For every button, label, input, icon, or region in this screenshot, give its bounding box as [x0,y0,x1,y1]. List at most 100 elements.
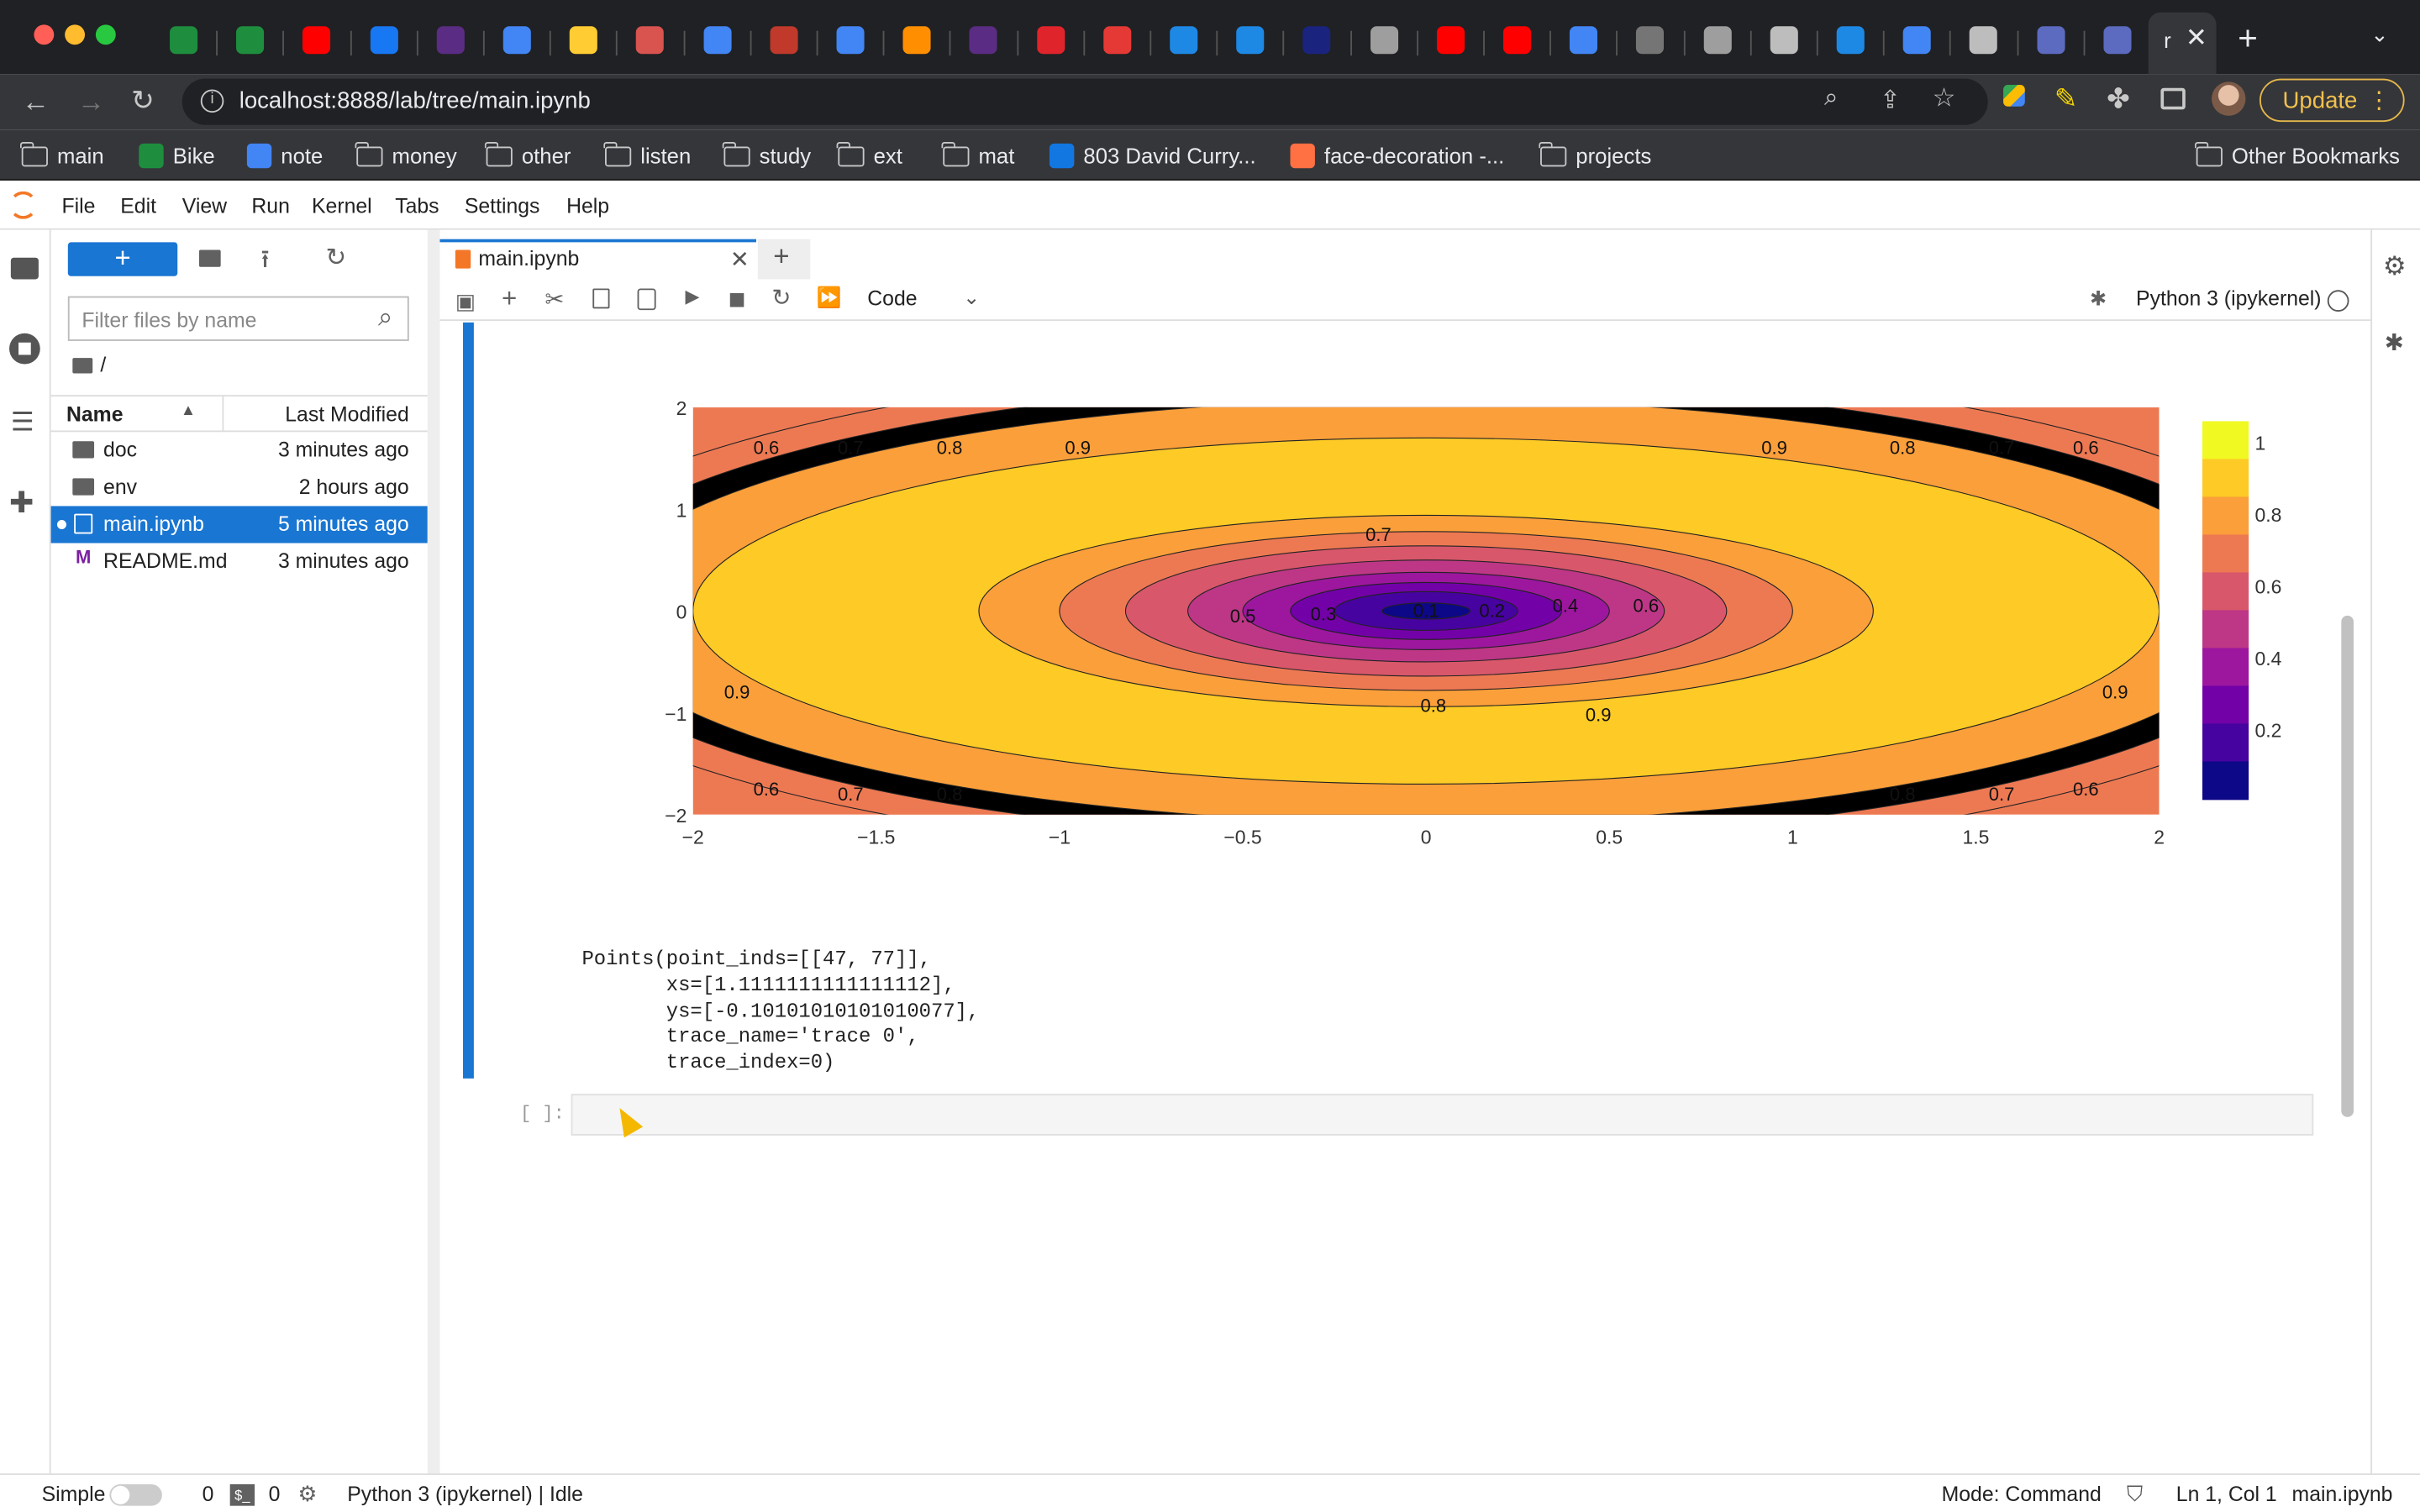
back-icon[interactable]: ← [21,86,50,118]
stack-favicon-icon[interactable] [770,26,798,55]
new-folder-icon[interactable] [198,249,221,267]
minimize-window-button[interactable] [65,24,86,45]
tab-search-chevron-icon[interactable]: ⌄ [2370,21,2389,47]
run-icon[interactable]: ▶ [685,285,700,307]
panel-splitter[interactable] [427,229,440,1474]
cell-type-select[interactable]: Code [867,286,918,311]
menu-edit[interactable]: Edit [120,194,156,218]
active-cell-indicator[interactable] [463,322,474,1079]
debugger-icon[interactable]: ✱ [2384,330,2404,357]
maximize-window-button[interactable] [95,24,116,45]
drive-extension-icon[interactable] [2003,85,2025,107]
upload-icon[interactable]: ⭱ [260,246,270,274]
google-favicon-icon[interactable] [1570,26,1598,55]
person-favicon-icon[interactable] [636,26,665,55]
save-icon[interactable]: ▣ [455,288,476,313]
menu-tabs[interactable]: Tabs [395,194,439,218]
forward-icon[interactable]: → [76,86,105,118]
custom-c-favicon-icon[interactable] [1102,26,1131,55]
kernel-name[interactable]: Python 3 (ipykernel) [2136,286,2322,311]
extension-manager-icon[interactable]: ✚ [9,487,34,520]
copy-icon[interactable] [592,288,610,309]
cursor-position[interactable]: Ln 1, Col 1 [2175,1483,2277,1506]
contour-plot[interactable]: 0.1 0.2 0.3 0.4 0.5 0.6 0.7 0.8 0.9 0.9 0.9 0.9 0.9 0… [656,384,2307,847]
tensorflow-favicon-icon[interactable] [902,26,931,55]
restart-icon[interactable]: ↻ [771,285,792,312]
two-favicon-icon[interactable] [1170,26,1198,55]
new-launcher-button[interactable]: + [67,242,178,276]
table-of-contents-icon[interactable]: ☰ [10,407,34,437]
globe-favicon-icon[interactable] [1770,26,1798,55]
filter-files-input[interactable]: Filter files by name ⌕ [67,296,409,341]
bookmark-7[interactable]: ext [837,141,902,170]
green-sheets-favicon-icon[interactable] [170,26,198,55]
zoom-icon[interactable]: ⌕ [1824,85,1839,112]
bookmark-5[interactable]: listen [603,141,691,170]
r-logo-favicon-icon[interactable] [436,26,465,55]
menu-view[interactable]: View [182,194,228,218]
facebook-favicon-icon[interactable] [370,26,398,55]
google-favicon-icon[interactable] [502,26,531,55]
globe-favicon-icon[interactable] [1970,26,1998,55]
refresh-icon[interactable]: ↻ [325,245,347,272]
x-logo-favicon-icon[interactable] [1302,26,1331,55]
youtube-favicon-icon[interactable] [1436,26,1465,55]
notebook-scrollbar[interactable] [2341,615,2354,1117]
last-modified-column-header[interactable]: Last Modified [285,402,409,426]
file-row-env[interactable]: env 2 hours ago [51,469,428,506]
menu-help[interactable]: Help [566,194,610,218]
menu-kernel[interactable]: Kernel [312,194,372,218]
notebook-tab[interactable]: main.ipynb ✕ [439,239,757,280]
add-cell-icon[interactable]: + [501,283,518,313]
bookmark-2[interactable]: note [246,142,323,170]
url-text[interactable]: localhost:8888/lab/tree/main.ipynb [239,87,591,114]
github-favicon-icon[interactable] [1703,26,1732,55]
share-icon[interactable]: ⇪ [1880,87,1901,114]
r-logo-favicon-icon[interactable] [970,26,998,55]
green-sheets-favicon-icon[interactable] [236,26,265,55]
side-panel-icon[interactable] [2160,87,2186,110]
stop-icon[interactable] [729,292,744,307]
file-browser-folder-icon[interactable] [10,257,39,280]
debugger-bug-icon[interactable]: ✱ [2089,286,2107,311]
address-bar[interactable]: i localhost:8888/lab/tree/main.ipynb ⌕ ⇪… [182,78,1988,125]
fr-favicon-icon[interactable] [1236,26,1265,55]
breadcrumb-folder-icon[interactable] [72,358,93,374]
chat-favicon-icon[interactable] [1836,26,1865,55]
huggingface-favicon-icon[interactable] [570,26,598,55]
chrome-favicon-icon[interactable] [1370,26,1398,55]
file-row-doc[interactable]: doc 3 minutes ago [51,432,428,469]
terminal-icon[interactable]: $_ [229,1483,255,1506]
bookmark-0[interactable]: main [20,141,104,170]
menu-settings[interactable]: Settings [464,194,540,218]
kernel-status[interactable]: Python 3 (ipykernel) | Idle [347,1483,583,1506]
paste-icon[interactable] [637,288,656,311]
close-notebook-tab-icon[interactable]: ✕ [729,246,750,274]
code-cell-input[interactable] [571,1094,2314,1136]
reload-icon[interactable]: ↻ [131,85,155,116]
other-bookmarks-folder[interactable]: Other Bookmarks [2195,141,2400,170]
active-browser-tab[interactable]: r ✕ [2148,12,2217,75]
file-row-main.ipynb[interactable]: main.ipynb 5 minutes ago [50,506,428,543]
close-window-button[interactable] [34,24,55,45]
name-column-header[interactable]: Name [66,402,124,426]
new-tab-button[interactable]: + [757,239,811,280]
bookmark-4[interactable]: other [485,141,571,170]
cut-icon[interactable]: ✂ [544,286,565,313]
chart-favicon-icon[interactable] [2036,26,2065,55]
bookmark-11[interactable]: projects [1539,141,1651,170]
highlighter-extension-icon[interactable]: ✎ [2054,83,2078,114]
youtube-favicon-icon[interactable] [302,26,331,55]
bookmark-10[interactable]: face-decoration -... [1290,142,1504,170]
mode-indicator[interactable]: Mode: Command [1941,1483,2102,1506]
file-row-README.md[interactable]: M README.md 3 minutes ago [51,543,428,580]
chevron-down-icon[interactable]: ⌄ [963,285,981,309]
new-tab-button[interactable]: + [2238,18,2258,57]
close-tab-icon[interactable]: ✕ [2185,23,2207,53]
menu-run[interactable]: Run [251,194,290,218]
property-inspector-gear-icon[interactable]: ⚙ [2382,251,2407,281]
shield-check-icon[interactable]: ⛉ [2127,1481,2144,1506]
kernel-gear-icon[interactable]: ⚙ [297,1481,318,1506]
google-favicon-icon[interactable] [1903,26,1932,55]
bookmark-6[interactable]: study [723,141,811,170]
